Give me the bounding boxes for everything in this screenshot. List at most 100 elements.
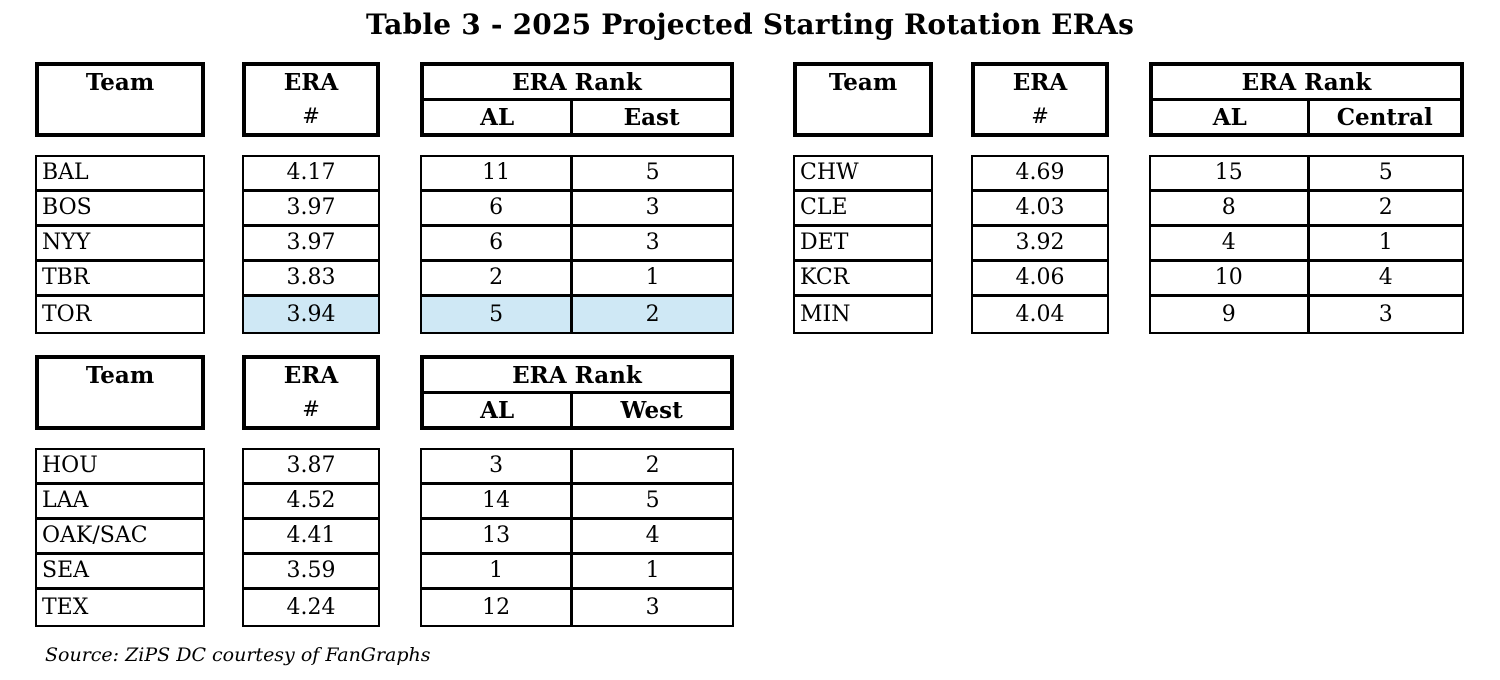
rank-subheader-row: AL Central: [1153, 101, 1460, 133]
era-data-table: 3.87 4.52 4.41 3.59 4.24: [242, 448, 380, 627]
team-cell: TEX: [37, 590, 203, 625]
rank-subheader-row: AL West: [424, 394, 730, 426]
table-row: 8 2: [1151, 192, 1462, 227]
al-rank-cell: 5: [422, 297, 571, 332]
team-data-table: CHW CLE DET KCR MIN: [793, 155, 933, 334]
al-rank-cell: 10: [1151, 262, 1307, 294]
table-row: 15 5: [1151, 157, 1462, 192]
table-row: 4.41: [244, 520, 378, 555]
table-row: 5 2: [422, 297, 732, 332]
team-header-label: Team: [828, 69, 898, 97]
era-header-label: ERA: [1012, 69, 1068, 97]
era-rank-header-label: ERA Rank: [1153, 66, 1460, 101]
al-west-table-group: Team ERA # ERA Rank AL West HOU LAA OAK/…: [35, 355, 734, 627]
team-column-header: Team: [35, 355, 205, 430]
era-number-symbol: #: [302, 396, 320, 421]
table-row: KCR: [795, 262, 931, 297]
table-row: LAA: [37, 485, 203, 520]
team-cell: NYY: [37, 227, 203, 259]
team-cell: MIN: [795, 297, 931, 332]
era-cell: 3.92: [973, 227, 1107, 259]
division-subheader-label: Central: [1306, 101, 1461, 133]
table-row: 6 3: [422, 227, 732, 262]
division-rank-cell: 4: [570, 520, 732, 552]
table-row: 4.17: [244, 157, 378, 192]
rank-data-table: 11 5 6 3 6 3 2 1 5 2: [420, 155, 734, 334]
team-cell: TOR: [37, 297, 203, 332]
table-row: 13 4: [422, 520, 732, 555]
table-row: BAL: [37, 157, 203, 192]
table-row: BOS: [37, 192, 203, 227]
table-row: 6 3: [422, 192, 732, 227]
era-column-header: ERA #: [971, 62, 1109, 137]
era-cell: 3.83: [244, 262, 378, 294]
division-rank-cell: 3: [570, 227, 732, 259]
era-data-table: 4.17 3.97 3.97 3.83 3.94: [242, 155, 380, 334]
table-row: 3.97: [244, 227, 378, 262]
era-cell: 4.24: [244, 590, 378, 625]
table-row: TEX: [37, 590, 203, 625]
table-row: 4.24: [244, 590, 378, 625]
team-cell: SEA: [37, 555, 203, 587]
division-rank-cell: 5: [570, 157, 732, 189]
table-row: 12 3: [422, 590, 732, 625]
era-cell: 3.97: [244, 227, 378, 259]
table-row: 4.69: [973, 157, 1107, 192]
team-cell: HOU: [37, 450, 203, 482]
table-row: 2 1: [422, 262, 732, 297]
table-row: 11 5: [422, 157, 732, 192]
al-west-data-area: HOU LAA OAK/SAC SEA TEX 3.87 4.52 4.41 3…: [35, 448, 734, 627]
table-row: CHW: [795, 157, 931, 192]
al-rank-cell: 11: [422, 157, 571, 189]
al-rank-cell: 15: [1151, 157, 1307, 189]
table-row: NYY: [37, 227, 203, 262]
al-rank-cell: 9: [1151, 297, 1307, 332]
table-row: SEA: [37, 555, 203, 590]
page-title: Table 3 - 2025 Projected Starting Rotati…: [365, 8, 1135, 41]
era-cell: 4.06: [973, 262, 1107, 294]
team-cell: CHW: [795, 157, 931, 189]
division-rank-cell: 3: [570, 192, 732, 224]
table-row: 14 5: [422, 485, 732, 520]
al-rank-cell: 6: [422, 192, 571, 224]
table-row: 4 1: [1151, 227, 1462, 262]
al-subheader-label: AL: [480, 103, 515, 131]
era-rank-header-label: ERA Rank: [424, 359, 730, 394]
team-header-label: Team: [85, 69, 155, 97]
table-row: 4.04: [973, 297, 1107, 332]
team-cell: BOS: [37, 192, 203, 224]
al-east-data-area: BAL BOS NYY TBR TOR 4.17 3.97 3.97 3.83 …: [35, 155, 734, 334]
al-rank-cell: 2: [422, 262, 571, 294]
era-cell: 3.59: [244, 555, 378, 587]
table-row: 3.94: [244, 297, 378, 332]
rank-data-table: 15 5 8 2 4 1 10 4 9 3: [1149, 155, 1464, 334]
era-header-label: ERA: [283, 69, 339, 97]
al-central-data-area: CHW CLE DET KCR MIN 4.69 4.03 3.92 4.06 …: [793, 155, 1464, 334]
team-column-header: Team: [793, 62, 933, 137]
era-cell: 4.04: [973, 297, 1107, 332]
al-rank-cell: 3: [422, 450, 571, 482]
division-rank-cell: 5: [1306, 157, 1462, 189]
team-header-spacer: [797, 100, 929, 134]
table-row: 9 3: [1151, 297, 1462, 332]
table-row: 10 4: [1151, 262, 1462, 297]
team-header-label: Team: [85, 362, 155, 390]
al-central-header-row: Team ERA # ERA Rank AL Central: [793, 62, 1464, 137]
division-rank-cell: 4: [1306, 262, 1462, 294]
table-row: DET: [795, 227, 931, 262]
al-west-header-row: Team ERA # ERA Rank AL West: [35, 355, 734, 430]
table-row: 3.87: [244, 450, 378, 485]
era-column-header: ERA #: [242, 62, 380, 137]
era-header-label: ERA: [283, 362, 339, 390]
era-cell: 4.03: [973, 192, 1107, 224]
rank-data-table: 3 2 14 5 13 4 1 1 12 3: [420, 448, 734, 627]
era-rank-column-header: ERA Rank AL Central: [1149, 62, 1464, 137]
table-row: 4.52: [244, 485, 378, 520]
era-column-header: ERA #: [242, 355, 380, 430]
team-cell: OAK/SAC: [37, 520, 203, 552]
table-row: HOU: [37, 450, 203, 485]
team-data-table: HOU LAA OAK/SAC SEA TEX: [35, 448, 205, 627]
al-subheader-label: AL: [1212, 103, 1247, 131]
division-rank-cell: 3: [570, 590, 732, 625]
